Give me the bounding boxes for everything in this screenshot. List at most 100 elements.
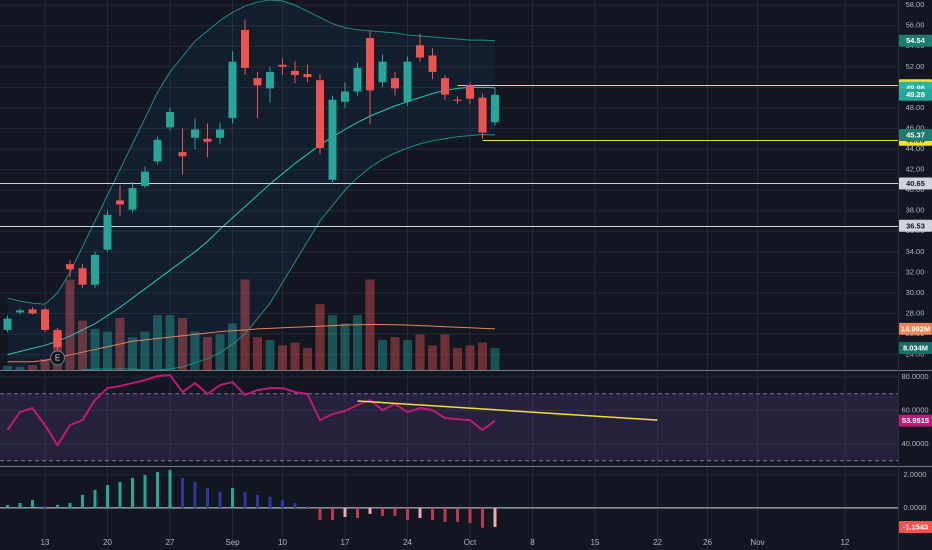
candle-body (241, 29, 249, 68)
volume-bar (28, 365, 37, 370)
price-tag: 14.992M (901, 324, 930, 333)
histogram-bar (156, 471, 159, 508)
x-tick-label: 8 (530, 538, 535, 547)
candle-body (353, 67, 362, 92)
histogram-bar (456, 507, 459, 522)
price-tag-bg (899, 34, 932, 47)
histogram-bar (468, 507, 472, 523)
y-tick-label: 58.00 (906, 0, 925, 9)
x-tick-label: 24 (403, 538, 412, 547)
x-tick-label: 13 (41, 538, 50, 547)
volume-bar (478, 342, 487, 370)
candle-body (428, 55, 437, 72)
histogram-bar (143, 474, 147, 508)
price-tag-bg (899, 520, 932, 533)
histogram-bar (93, 489, 97, 508)
band-lower (76, 134, 496, 370)
candle-body (66, 264, 74, 270)
price-tag: -1.1543 (903, 522, 928, 531)
histogram-bar (493, 507, 497, 527)
candle-body (316, 80, 324, 148)
volume-bar (290, 342, 300, 370)
y-tick-label: 24.00 (906, 350, 925, 359)
volume-bar (40, 359, 50, 370)
x-tick-label: 26 (703, 538, 712, 547)
histogram-bar (293, 502, 297, 508)
histogram-bar (193, 481, 197, 508)
volume-bar (465, 345, 475, 370)
candle-body (216, 129, 224, 138)
rsi-pane (0, 372, 898, 465)
histogram-bar (68, 502, 72, 508)
histogram-bar (81, 494, 84, 508)
histogram-bar (268, 496, 272, 508)
volume-bar (153, 315, 162, 370)
macd-pane (0, 467, 898, 550)
y-tick-label: 60.0000 (901, 406, 928, 415)
x-tick-label: 22 (653, 538, 662, 547)
price-tag-bg (899, 219, 932, 232)
candle-body (191, 129, 199, 138)
histogram-bar (231, 487, 234, 508)
histogram-bar (381, 507, 384, 516)
volume-bar (178, 317, 187, 370)
price-tag-bg (899, 322, 932, 335)
candle-body (253, 78, 262, 86)
candle-body (453, 99, 462, 101)
price-tag: 40.65 (906, 179, 925, 188)
candle-body (128, 188, 137, 210)
volume-bar (265, 339, 275, 370)
candle-body (228, 61, 237, 119)
volume-bar (203, 337, 212, 370)
price-tag: 49.96 (906, 83, 925, 92)
rsi-line (6, 373, 496, 447)
price-tag-bg (899, 128, 932, 141)
y-tick-label: 2.0000 (904, 470, 927, 479)
histogram-bar (356, 507, 359, 518)
candle-body (53, 329, 62, 348)
histogram-bar (106, 484, 109, 508)
y-tick-label: 38.00 (906, 206, 925, 215)
volume-bar (415, 334, 425, 370)
histogram-bar (418, 507, 422, 518)
candle-body (278, 64, 287, 67)
histogram-bar (118, 481, 122, 508)
candle-body (41, 309, 49, 330)
candle-body (103, 214, 112, 250)
histogram-bar (331, 507, 334, 520)
candle-body (78, 268, 87, 285)
candle-body (291, 70, 299, 76)
histogram-bar (406, 507, 409, 520)
price-tag: 54.54 (906, 36, 926, 45)
candle-body (3, 318, 12, 330)
histogram-bar (31, 500, 34, 508)
histogram-bar (443, 507, 447, 522)
price-tag-bg (899, 177, 932, 190)
candle-body (366, 38, 374, 91)
candle-body (28, 309, 37, 314)
candle-body (166, 112, 174, 128)
candle-body (303, 74, 312, 78)
volume-bar (303, 348, 312, 370)
candle-body (91, 254, 99, 285)
band-middle (7, 86, 496, 356)
volume-bar (253, 337, 262, 370)
price-tag: 36.53 (906, 221, 925, 230)
volume-bar (128, 337, 137, 370)
candle-body (116, 200, 124, 205)
x-tick-label: Sep (225, 538, 240, 547)
x-tick-label: 10 (278, 538, 287, 547)
volume-bar (390, 337, 400, 370)
volume-bar (15, 366, 25, 370)
rsi-band-fill (0, 393, 898, 461)
axes: 24.0026.0028.0030.0032.0034.0036.0038.00… (41, 0, 932, 547)
histogram-bar (18, 502, 22, 508)
x-tick-label: 20 (103, 538, 112, 547)
histogram-bar (218, 491, 222, 508)
y-tick-label: 52.00 (906, 62, 925, 71)
histogram-bar (281, 500, 284, 508)
candle-body (391, 78, 399, 89)
volume-bar (165, 315, 175, 370)
candle-body (491, 94, 499, 123)
